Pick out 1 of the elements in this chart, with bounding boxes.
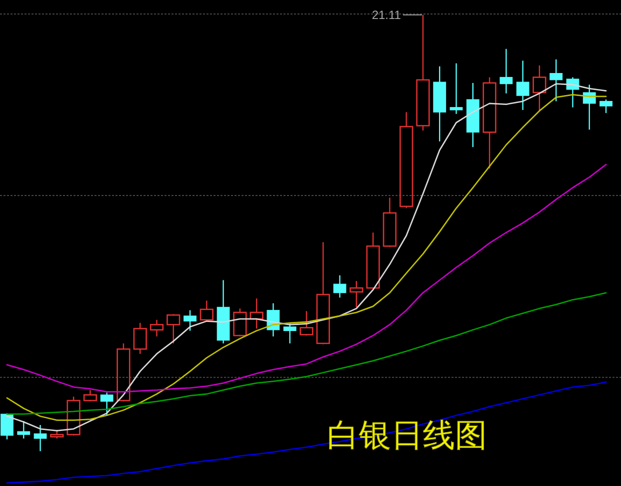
annotation: 21.11 — [372, 8, 402, 22]
